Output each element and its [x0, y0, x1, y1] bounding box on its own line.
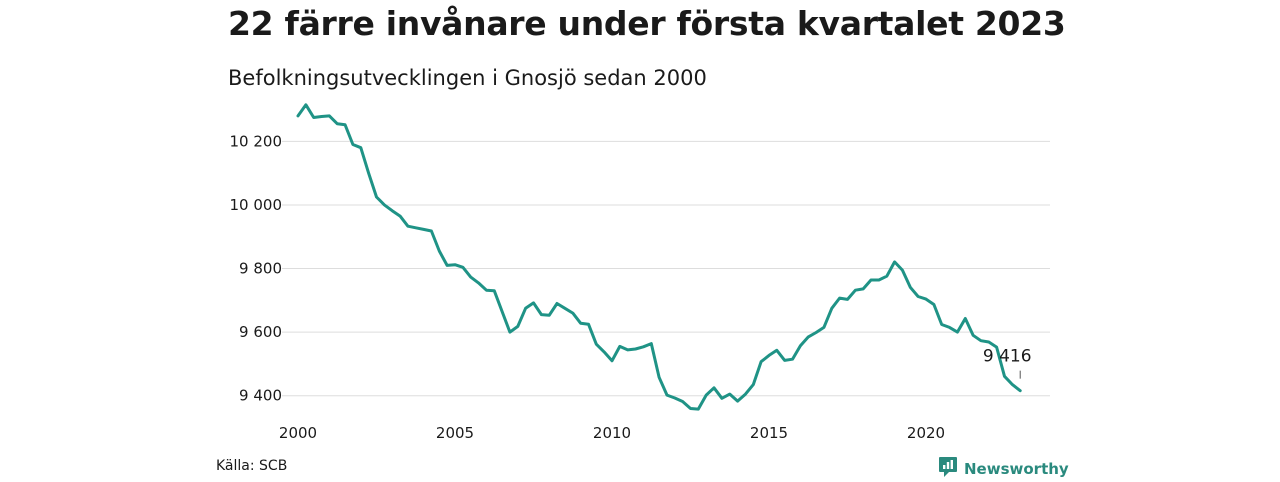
x-tick-label: 2010 [593, 424, 631, 442]
brand-label: Newsworthy [964, 460, 1069, 478]
x-tick-label: 2015 [750, 424, 788, 442]
series-layer [296, 103, 1022, 411]
source-label: Källa: SCB [216, 458, 288, 474]
chart-title: 22 färre invånare under första kvartalet… [228, 4, 1066, 43]
y-tick-label: 10 200 [230, 132, 283, 150]
annotation-layer: 9 416 [983, 347, 1032, 379]
y-tick-label: 9 800 [239, 260, 282, 278]
brand[interactable]: Newsworthy [938, 456, 1069, 482]
newsworthy-logo-icon [938, 456, 958, 482]
y-tick-label: 9 400 [239, 387, 282, 405]
chart-subtitle: Befolkningsutvecklingen i Gnosjö sedan 2… [228, 66, 707, 90]
grid-lines [282, 140, 1050, 397]
x-tick-label: 2000 [279, 424, 317, 442]
series-line [296, 103, 1022, 411]
y-tick-label: 9 600 [239, 323, 282, 341]
y-axis-ticks: 9 400 9 600 9 800 10 000 10 200 [230, 132, 283, 404]
x-tick-label: 2020 [907, 424, 945, 442]
y-tick-label: 10 000 [230, 196, 283, 214]
annotation-label: 9 416 [983, 347, 1032, 367]
x-axis-ticks: 2000 2005 2010 2015 2020 [279, 424, 945, 442]
x-tick-label: 2005 [436, 424, 474, 442]
